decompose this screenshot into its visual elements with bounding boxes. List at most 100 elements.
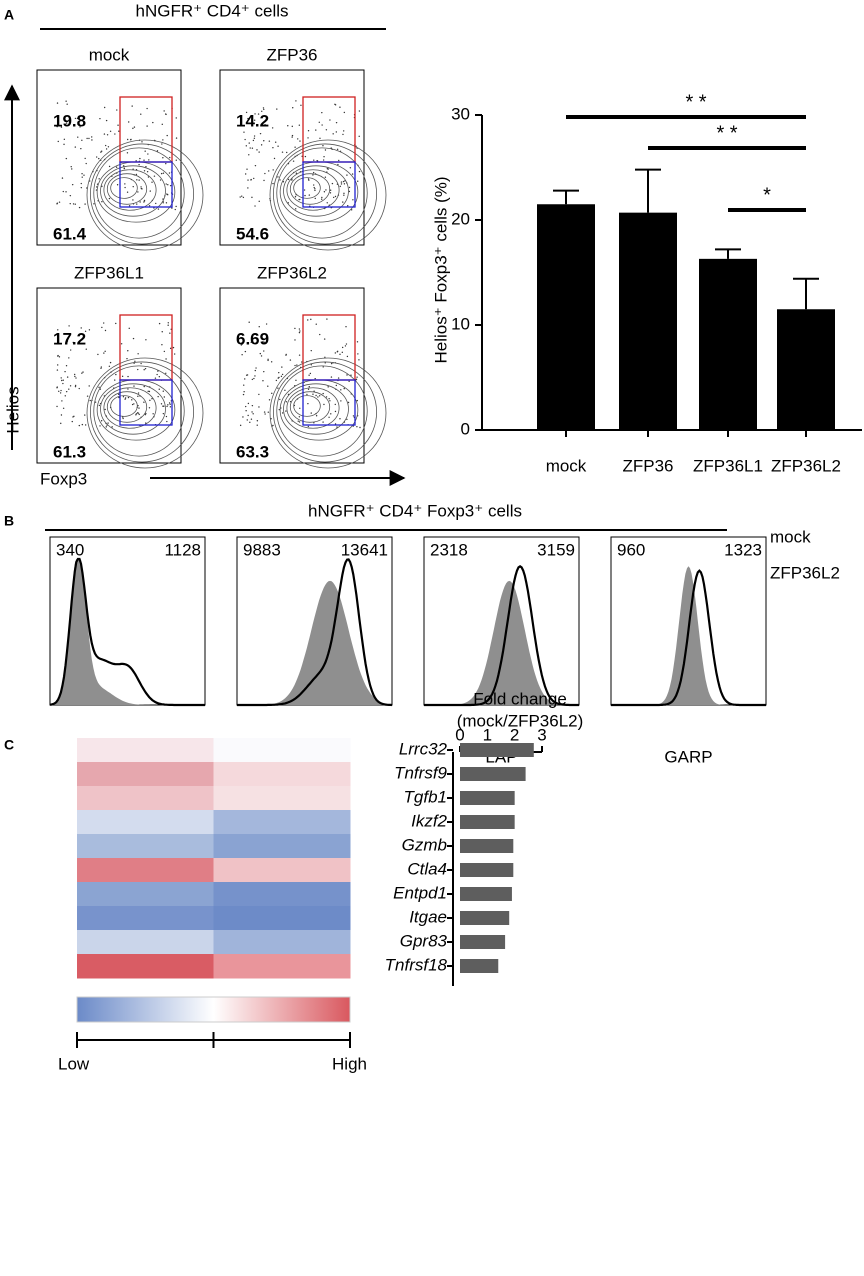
event-dot [261, 110, 263, 112]
event-dot [303, 189, 306, 191]
bar [460, 887, 512, 901]
event-dot [254, 113, 256, 115]
contour [93, 365, 185, 457]
event-dot [168, 172, 171, 174]
event-dot [277, 176, 279, 178]
event-dot [258, 151, 260, 153]
x-label: Foxp3 [40, 469, 87, 488]
event-dot [123, 167, 126, 170]
event-dot [322, 159, 325, 161]
event-dot [294, 196, 297, 198]
event-dot [130, 138, 132, 141]
event-dot [165, 358, 167, 360]
event-dot [344, 345, 347, 347]
event-dot [114, 133, 116, 135]
event-dot [340, 181, 343, 183]
event-dot [324, 356, 326, 359]
event-dot [251, 147, 254, 149]
event-dot [334, 352, 337, 354]
event-dot [263, 341, 266, 343]
event-dot [127, 396, 130, 399]
event-dot [78, 387, 80, 390]
event-dot [330, 362, 333, 365]
event-dot [317, 396, 319, 398]
event-dot [124, 186, 126, 189]
event-dot [267, 358, 269, 361]
contour [106, 391, 148, 423]
event-dot [271, 127, 274, 129]
event-dot [144, 413, 147, 416]
event-dot [95, 156, 98, 158]
event-dot [126, 191, 129, 193]
event-dot [140, 362, 142, 365]
event-dot [56, 202, 59, 204]
y-tick-label: 30 [451, 104, 470, 123]
contour [110, 177, 138, 199]
event-dot [103, 106, 106, 109]
event-dot [292, 107, 294, 109]
event-dot [295, 100, 297, 102]
contour [272, 361, 378, 463]
event-dot [135, 160, 137, 162]
event-dot [337, 377, 340, 379]
event-dot [162, 139, 164, 141]
event-dot [132, 199, 134, 201]
gene-label: Tnfrsf18 [385, 955, 448, 974]
event-dot [271, 392, 273, 395]
event-dot [307, 137, 309, 139]
event-dot [166, 134, 168, 137]
event-dot [323, 156, 325, 158]
event-dot [277, 145, 279, 147]
event-dot [263, 140, 265, 142]
y-label: Helios [3, 386, 22, 433]
gene-label: Tgfb1 [404, 787, 447, 806]
event-dot [284, 389, 286, 392]
contour [103, 387, 157, 429]
event-dot [307, 402, 309, 405]
event-dot [160, 172, 163, 175]
event-dot [138, 163, 140, 166]
event-dot [253, 137, 256, 140]
upper-value: 19.8 [53, 111, 86, 130]
event-dot [85, 348, 87, 350]
heatmap-cell [77, 858, 214, 883]
event-dot [161, 331, 163, 333]
event-dot [75, 377, 77, 379]
event-dot [99, 388, 102, 390]
event-dot [307, 388, 310, 390]
event-dot [88, 385, 90, 387]
event-dot [68, 388, 70, 390]
event-dot [131, 105, 133, 107]
event-dot [346, 355, 349, 358]
event-dot [118, 393, 120, 396]
bar [460, 767, 526, 781]
event-dot [163, 350, 166, 353]
event-dot [328, 398, 330, 400]
event-dot [245, 145, 248, 147]
bar [460, 791, 515, 805]
event-dot [149, 190, 151, 192]
event-dot [285, 401, 288, 403]
event-dot [69, 349, 72, 351]
event-dot [157, 395, 159, 398]
event-dot [352, 425, 354, 427]
contour [100, 383, 166, 435]
event-dot [282, 181, 285, 183]
event-dot [175, 205, 177, 208]
right-value: 1323 [724, 540, 762, 559]
event-dot [81, 173, 83, 175]
event-dot [135, 173, 138, 176]
event-dot [310, 364, 313, 366]
event-dot [321, 124, 323, 126]
heatmap-cell [213, 738, 351, 763]
bar [460, 743, 534, 757]
event-dot [336, 351, 338, 353]
event-dot [343, 183, 346, 185]
event-dot [241, 354, 243, 356]
event-dot [143, 369, 145, 371]
event-dot [262, 380, 264, 382]
event-dot [131, 403, 134, 406]
event-dot [327, 168, 329, 170]
right-value: 1128 [164, 540, 201, 559]
